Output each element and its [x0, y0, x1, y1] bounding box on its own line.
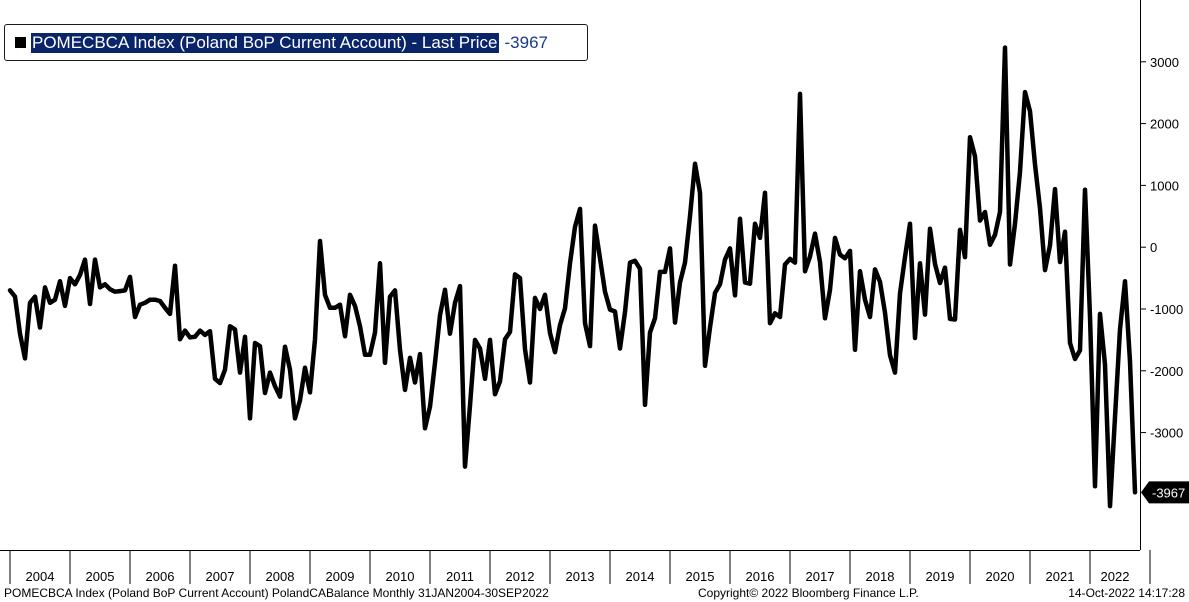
- y-tick-label-0: 0: [1150, 240, 1157, 255]
- footer-copyright: Copyright© 2022 Bloomberg Finance L.P.: [698, 586, 919, 600]
- series-line-0: [7, 45, 1138, 509]
- x-tick-label-2004: 2004: [26, 569, 55, 584]
- y-tick-label--1000: -1000: [1150, 302, 1183, 317]
- y-tick-label-3000: 3000: [1150, 55, 1179, 70]
- legend-last-value: -3967: [504, 32, 548, 52]
- x-tick-label-2014: 2014: [626, 569, 655, 584]
- x-tick-label-2022: 2022: [1101, 569, 1130, 584]
- x-tick-label-2012: 2012: [506, 569, 535, 584]
- y-tick-label-2000: 2000: [1150, 117, 1179, 132]
- x-tick-label-2005: 2005: [86, 569, 115, 584]
- last-value-tag: [1141, 481, 1189, 504]
- x-tick-label-2015: 2015: [686, 569, 715, 584]
- x-tick-label-2009: 2009: [326, 569, 355, 584]
- x-tick-label-2011: 2011: [446, 569, 474, 584]
- x-tick-label-2021: 2021: [1046, 569, 1075, 584]
- x-tick-label-2008: 2008: [266, 569, 295, 584]
- footer-timestamp: 14-Oct-2022 14:17:28: [1068, 586, 1185, 600]
- y-tick-label--2000: -2000: [1150, 364, 1183, 379]
- x-tick-label-2020: 2020: [986, 569, 1015, 584]
- legend[interactable]: POMECBCA Index (Poland BoP Current Accou…: [4, 24, 588, 61]
- x-tick-label-2019: 2019: [926, 569, 955, 584]
- legend-label: POMECBCA Index (Poland BoP Current Accou…: [31, 32, 499, 53]
- x-tick-label-2016: 2016: [746, 569, 775, 584]
- x-tick-label-2013: 2013: [566, 569, 595, 584]
- y-tick-label--3000: -3000: [1150, 426, 1183, 441]
- x-tick-label-2010: 2010: [386, 569, 415, 584]
- footer-series-info: POMECBCA Index (Poland BoP Current Accou…: [4, 586, 549, 600]
- x-tick-label-2007: 2007: [206, 569, 235, 584]
- x-tick-label-2018: 2018: [866, 569, 895, 584]
- legend-swatch: [15, 37, 26, 48]
- y-tick-label-1000: 1000: [1150, 178, 1179, 193]
- x-tick-label-2006: 2006: [146, 569, 175, 584]
- last-value-label: -3967: [1152, 485, 1185, 500]
- x-tick-label-2017: 2017: [806, 569, 835, 584]
